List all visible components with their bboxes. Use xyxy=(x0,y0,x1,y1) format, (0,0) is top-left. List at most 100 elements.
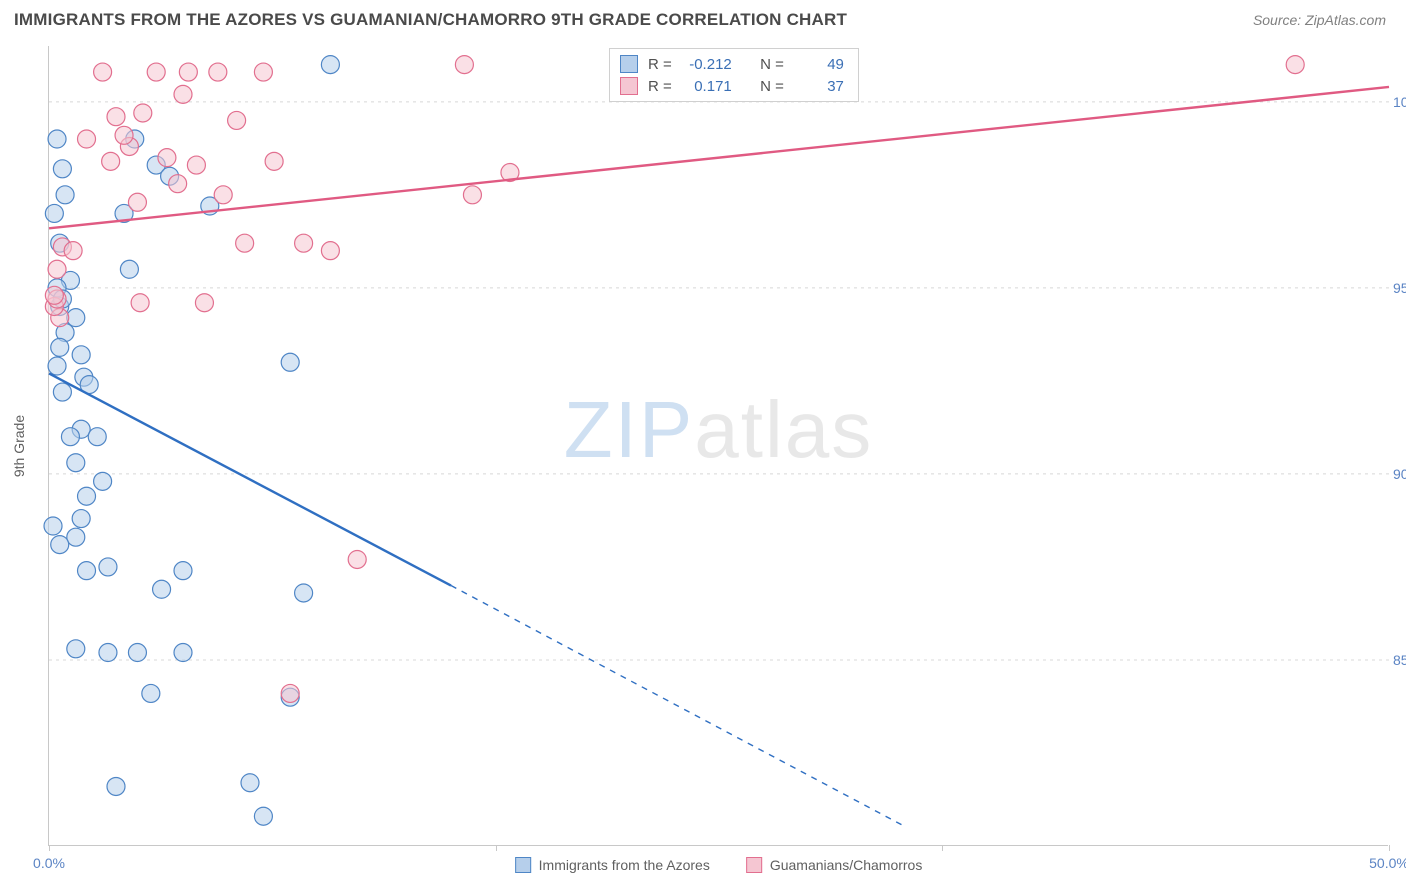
y-tick-label: 90.0% xyxy=(1393,466,1406,482)
data-point xyxy=(348,550,366,568)
data-point xyxy=(281,684,299,702)
data-point xyxy=(463,186,481,204)
data-point xyxy=(134,104,152,122)
legend-label-series2: Guamanians/Chamorros xyxy=(770,857,923,873)
data-point xyxy=(131,294,149,312)
data-point xyxy=(78,487,96,505)
data-point xyxy=(53,383,71,401)
data-point xyxy=(265,152,283,170)
data-point xyxy=(153,580,171,598)
data-point xyxy=(174,644,192,662)
r-value-series1: -0.212 xyxy=(682,56,732,73)
n-label: N = xyxy=(760,78,784,95)
swatch-series2 xyxy=(620,77,638,95)
chart-container: ZIPatlas R = -0.212 N = 49 R = 0.171 N = xyxy=(48,46,1388,846)
data-point xyxy=(94,472,112,490)
data-point xyxy=(241,774,259,792)
data-point xyxy=(99,644,117,662)
data-point xyxy=(94,63,112,81)
x-tick xyxy=(496,845,497,851)
data-point xyxy=(56,186,74,204)
data-point xyxy=(102,152,120,170)
y-tick-label: 95.0% xyxy=(1393,280,1406,296)
chart-source: Source: ZipAtlas.com xyxy=(1253,12,1386,28)
data-point xyxy=(72,346,90,364)
data-point xyxy=(187,156,205,174)
data-point xyxy=(44,517,62,535)
y-axis-label: 9th Grade xyxy=(11,415,27,477)
data-point xyxy=(67,309,85,327)
r-label: R = xyxy=(648,56,672,73)
n-value-series2: 37 xyxy=(794,78,844,95)
r-value-series2: 0.171 xyxy=(682,78,732,95)
data-point xyxy=(1286,56,1304,74)
swatch-series1 xyxy=(620,55,638,73)
data-point xyxy=(67,528,85,546)
x-tick-label: 50.0% xyxy=(1369,855,1406,871)
x-tick xyxy=(49,845,50,851)
data-point xyxy=(128,193,146,211)
legend-item-series2: Guamanians/Chamorros xyxy=(746,857,923,873)
n-value-series1: 49 xyxy=(794,56,844,73)
r-label: R = xyxy=(648,78,672,95)
data-point xyxy=(115,126,133,144)
bottom-legend: Immigrants from the Azores Guamanians/Ch… xyxy=(515,857,923,873)
data-point xyxy=(195,294,213,312)
data-point xyxy=(169,175,187,193)
data-point xyxy=(158,149,176,167)
data-point xyxy=(295,234,313,252)
data-point xyxy=(78,562,96,580)
data-point xyxy=(236,234,254,252)
n-label: N = xyxy=(760,56,784,73)
data-point xyxy=(48,260,66,278)
plot-svg xyxy=(49,46,1389,846)
data-point xyxy=(209,63,227,81)
data-point xyxy=(107,108,125,126)
x-tick xyxy=(942,845,943,851)
chart-title: IMMIGRANTS FROM THE AZORES VS GUAMANIAN/… xyxy=(14,10,847,30)
data-point xyxy=(179,63,197,81)
data-point xyxy=(48,130,66,148)
data-point xyxy=(174,85,192,103)
data-point xyxy=(147,63,165,81)
y-tick-label: 85.0% xyxy=(1393,652,1406,668)
y-tick-label: 100.0% xyxy=(1393,94,1406,110)
data-point xyxy=(88,428,106,446)
stats-legend-box: R = -0.212 N = 49 R = 0.171 N = 37 xyxy=(609,48,859,102)
swatch-series1 xyxy=(515,857,531,873)
x-tick-label: 0.0% xyxy=(33,855,65,871)
data-point xyxy=(455,56,473,74)
data-point xyxy=(321,242,339,260)
swatch-series2 xyxy=(746,857,762,873)
data-point xyxy=(281,353,299,371)
plot-area: ZIPatlas R = -0.212 N = 49 R = 0.171 N = xyxy=(48,46,1388,846)
data-point xyxy=(295,584,313,602)
data-point xyxy=(228,111,246,129)
data-point xyxy=(254,807,272,825)
data-point xyxy=(321,56,339,74)
data-point xyxy=(99,558,117,576)
data-point xyxy=(45,204,63,222)
data-point xyxy=(67,454,85,472)
data-point xyxy=(174,562,192,580)
data-point xyxy=(61,428,79,446)
data-point xyxy=(67,640,85,658)
data-point xyxy=(128,644,146,662)
stats-row-series2: R = 0.171 N = 37 xyxy=(620,75,844,97)
legend-label-series1: Immigrants from the Azores xyxy=(539,857,710,873)
data-point xyxy=(48,357,66,375)
data-point xyxy=(64,242,82,260)
data-point xyxy=(51,338,69,356)
legend-item-series1: Immigrants from the Azores xyxy=(515,857,710,873)
data-point xyxy=(51,536,69,554)
data-point xyxy=(120,260,138,278)
data-point xyxy=(53,160,71,178)
x-tick xyxy=(1389,845,1390,851)
trend-line-dashed xyxy=(451,586,907,828)
data-point xyxy=(72,510,90,528)
data-point xyxy=(107,777,125,795)
data-point xyxy=(78,130,96,148)
trend-line-solid xyxy=(49,87,1389,228)
data-point xyxy=(214,186,232,204)
chart-header: IMMIGRANTS FROM THE AZORES VS GUAMANIAN/… xyxy=(0,0,1406,36)
